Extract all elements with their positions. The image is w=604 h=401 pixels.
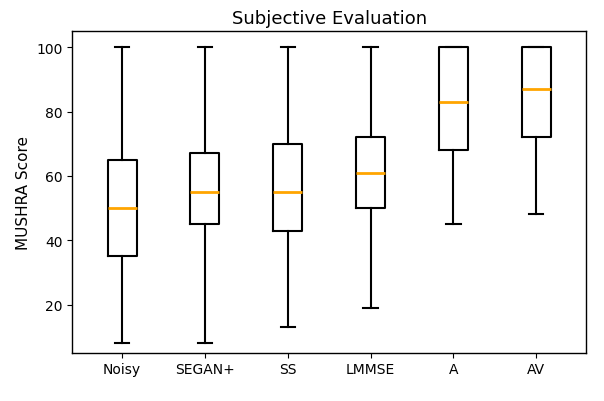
Y-axis label: MUSHRA Score: MUSHRA Score xyxy=(16,136,31,249)
Title: Subjective Evaluation: Subjective Evaluation xyxy=(231,10,427,28)
